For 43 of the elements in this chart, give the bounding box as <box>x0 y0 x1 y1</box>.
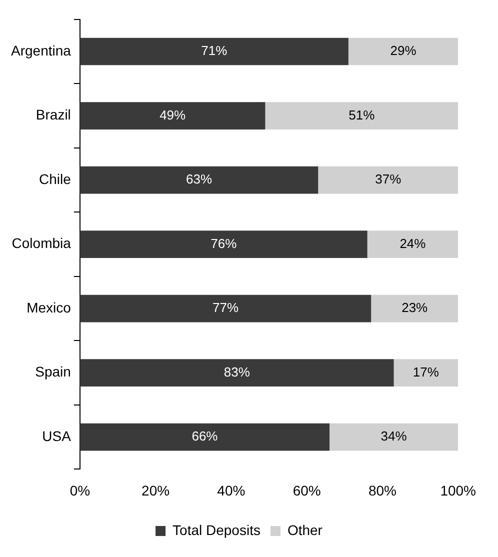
y-tick-label: Chile <box>39 170 72 187</box>
y-tick-label: Colombia <box>12 235 72 252</box>
bar <box>367 230 458 258</box>
data-label: 49% <box>160 107 186 122</box>
bar <box>80 423 330 451</box>
y-tick-label: Mexico <box>26 299 72 316</box>
data-label: 66% <box>192 428 218 444</box>
bar <box>318 166 458 194</box>
y-tick-label: Brazil <box>36 106 71 123</box>
x-tick-label: 80% <box>368 482 396 498</box>
bar <box>348 38 458 66</box>
x-tick-label: 100% <box>440 482 476 498</box>
bar <box>80 38 348 66</box>
data-label: 83% <box>224 364 250 380</box>
bar <box>80 166 318 194</box>
data-label: 76% <box>210 236 238 251</box>
data-label: 24% <box>400 236 426 251</box>
data-label: 23% <box>402 300 428 316</box>
data-label: 37% <box>375 172 402 187</box>
data-label: 63% <box>186 172 212 187</box>
data-label: 51% <box>348 107 376 122</box>
data-label: 71% <box>201 43 228 58</box>
y-tick-label: USA <box>42 428 72 444</box>
x-tick-label: 0% <box>70 482 90 498</box>
y-tick-label: Spain <box>35 364 71 380</box>
bar <box>394 359 458 386</box>
data-label: 29% <box>390 43 417 58</box>
x-tick-label: 60% <box>292 482 321 498</box>
data-label: 17% <box>412 364 440 380</box>
bar <box>265 102 458 130</box>
legend-label: Other <box>287 522 323 538</box>
bar <box>80 359 394 386</box>
legend-label: Total Deposits <box>172 522 260 538</box>
bar <box>371 294 458 322</box>
data-label: 77% <box>212 300 239 316</box>
bar <box>330 423 458 451</box>
y-tick-label: Argentina <box>10 42 72 58</box>
data-label: 34% <box>380 428 408 444</box>
x-tick-label: 20% <box>142 482 170 498</box>
bar <box>80 102 266 130</box>
bar <box>80 230 368 258</box>
x-tick-label: 40% <box>217 482 246 498</box>
bar <box>80 294 372 322</box>
